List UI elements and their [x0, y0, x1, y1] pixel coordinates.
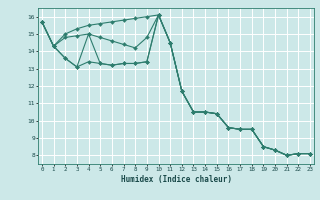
X-axis label: Humidex (Indice chaleur): Humidex (Indice chaleur): [121, 175, 231, 184]
